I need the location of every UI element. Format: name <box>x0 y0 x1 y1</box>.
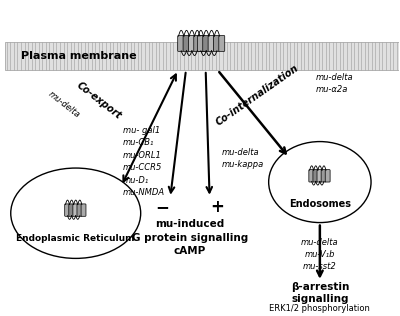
Ellipse shape <box>11 168 141 258</box>
FancyBboxPatch shape <box>188 35 194 51</box>
Text: +: + <box>210 198 224 216</box>
Ellipse shape <box>269 142 371 222</box>
FancyBboxPatch shape <box>65 204 70 216</box>
FancyBboxPatch shape <box>317 170 322 182</box>
Text: β-arrestin
signalling: β-arrestin signalling <box>291 282 349 304</box>
FancyBboxPatch shape <box>309 170 314 182</box>
FancyBboxPatch shape <box>219 35 225 51</box>
FancyBboxPatch shape <box>77 204 82 216</box>
FancyBboxPatch shape <box>214 35 219 51</box>
FancyBboxPatch shape <box>321 170 326 182</box>
FancyBboxPatch shape <box>203 35 209 51</box>
FancyBboxPatch shape <box>178 35 184 51</box>
Text: mu-delta
mu-V₁b
mu-sst2: mu-delta mu-V₁b mu-sst2 <box>301 238 339 271</box>
FancyBboxPatch shape <box>81 204 86 216</box>
FancyBboxPatch shape <box>208 35 214 51</box>
Text: mu-induced
G protein signalling
cAMP: mu-induced G protein signalling cAMP <box>132 219 248 256</box>
FancyBboxPatch shape <box>5 42 399 70</box>
Text: −: − <box>156 198 169 216</box>
FancyBboxPatch shape <box>69 204 74 216</box>
Text: Plasma membrane: Plasma membrane <box>20 51 136 61</box>
Text: Co-internalization: Co-internalization <box>214 63 300 127</box>
Text: ERK1/2 phosphorylation: ERK1/2 phosphorylation <box>270 304 370 313</box>
Text: Endoplasmic Reticulum: Endoplasmic Reticulum <box>16 234 135 243</box>
Text: Co-export: Co-export <box>75 81 124 122</box>
FancyBboxPatch shape <box>325 170 330 182</box>
Text: Endosomes: Endosomes <box>289 199 351 209</box>
FancyBboxPatch shape <box>183 35 189 51</box>
FancyBboxPatch shape <box>73 204 78 216</box>
FancyBboxPatch shape <box>313 170 318 182</box>
Text: mu- gal1
mu-CB₁
mu-ORL1
mu-CCR5
mu-D₁
mu-NMDA: mu- gal1 mu-CB₁ mu-ORL1 mu-CCR5 mu-D₁ mu… <box>123 126 165 198</box>
FancyBboxPatch shape <box>194 35 200 51</box>
Text: mu-delta
mu-kappa: mu-delta mu-kappa <box>222 148 264 169</box>
FancyBboxPatch shape <box>197 35 203 51</box>
FancyBboxPatch shape <box>199 35 205 51</box>
Text: mu-delta
mu-α2a: mu-delta mu-α2a <box>316 73 354 94</box>
Text: mu-delta: mu-delta <box>46 89 82 119</box>
